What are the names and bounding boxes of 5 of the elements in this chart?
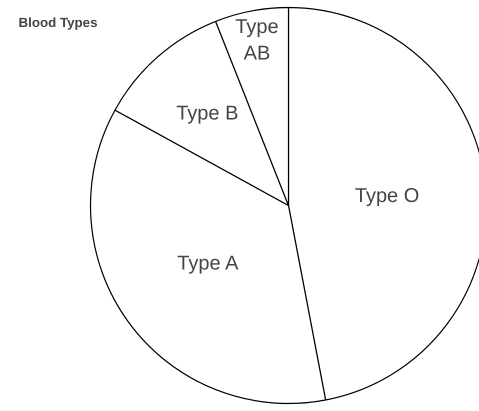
text: Blood Types — [18, 15, 98, 30]
slice-label: Type O — [354, 185, 420, 208]
slice-label: Type B — [176, 102, 238, 124]
slice-label: Type A — [177, 252, 240, 275]
slice-label: Type AB — [235, 16, 279, 64]
